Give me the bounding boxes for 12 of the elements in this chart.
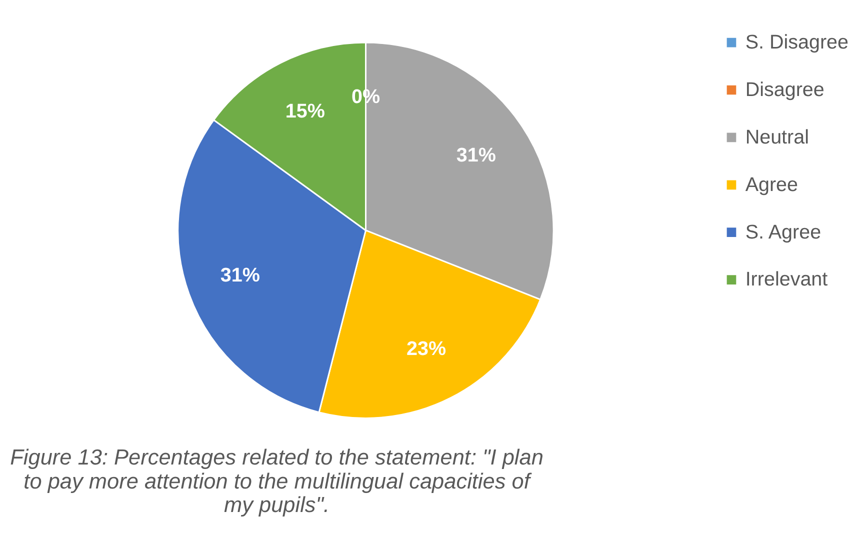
- data-label: 23%: [406, 338, 447, 360]
- legend-label: Irrelevant: [745, 268, 828, 291]
- legend-label: Neutral: [745, 126, 809, 148]
- legend-label: S. Disagree: [745, 31, 849, 54]
- data-label: 15%: [285, 100, 326, 122]
- caption: Figure 13: Percentages related to the statement: "I plan to pay more attention to the multilingual capacities of my pupils".: [10, 444, 544, 518]
- text: 0%: [351, 86, 380, 108]
- legend-label: Agree: [745, 174, 798, 196]
- data-label: 31%: [456, 144, 496, 166]
- legend-label: S. Agree: [745, 221, 822, 244]
- data-label: 31%: [220, 264, 260, 287]
- legend-label: Disagree: [745, 78, 824, 101]
